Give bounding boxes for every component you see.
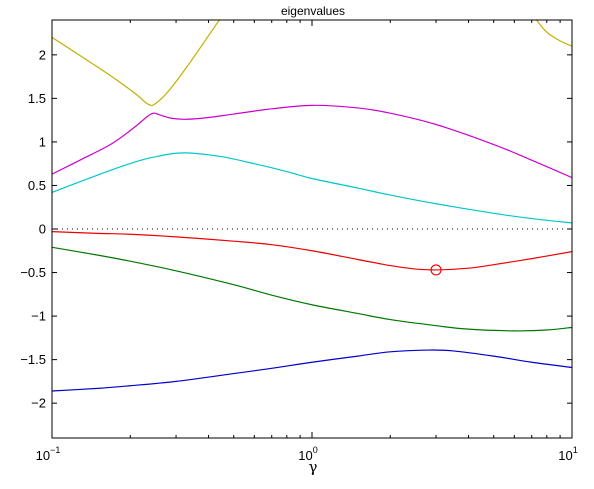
y-tick-label: 1.5 (28, 91, 46, 106)
y-tick-label: −1.5 (20, 352, 46, 367)
x-tick-label: 100 (298, 445, 317, 463)
ticks: 2 1.5 1 0.5 0 −0.5 −1 −1.5 −2 10−1 100 101 (20, 20, 578, 463)
x-tick-label: 101 (558, 445, 577, 463)
x-axis-label: γ (309, 458, 318, 476)
minimum-marker (430, 264, 442, 276)
series-line-6 (52, 20, 220, 107)
series-line-5 (52, 104, 572, 179)
y-tick-label: 2 (39, 47, 46, 62)
series-line-4 (52, 152, 572, 224)
x-tick-label: 10−1 (36, 445, 61, 463)
series-line-2 (52, 246, 572, 332)
y-tick-label: 0.5 (28, 178, 46, 193)
y-tick-label: 1 (39, 134, 46, 149)
series-line-1 (52, 349, 572, 392)
series-line-7 (535, 20, 572, 47)
chart-title: eigenvalues (281, 4, 345, 18)
y-tick-label: −1 (31, 309, 46, 324)
y-tick-label: −0.5 (20, 265, 46, 280)
y-tick-label: −2 (31, 396, 46, 411)
plot-area (52, 20, 572, 392)
y-tick-label: 0 (39, 222, 46, 237)
series-line-3 (52, 231, 572, 271)
